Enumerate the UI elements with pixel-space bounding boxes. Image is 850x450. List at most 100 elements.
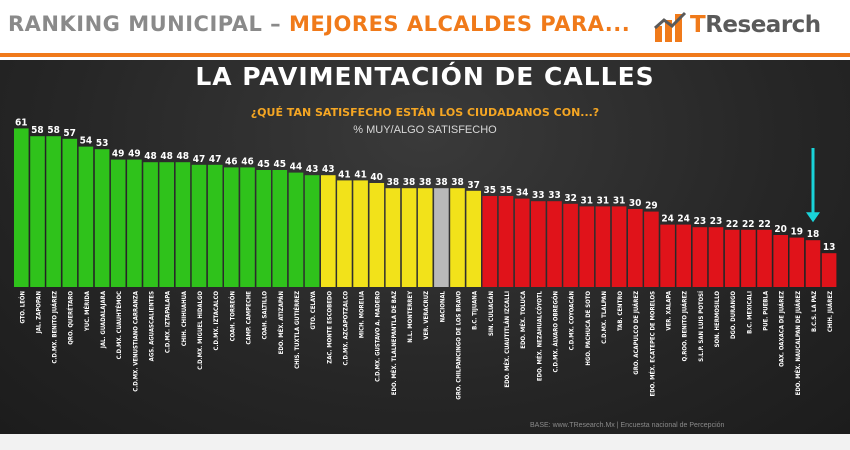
bar-value-label-36: 31 bbox=[597, 195, 610, 206]
bar-value-label-31: 34 bbox=[516, 188, 529, 199]
bar-value-label-37: 31 bbox=[613, 195, 626, 206]
category-label-34: C.D.MX. COYOACÁN bbox=[569, 291, 576, 351]
category-label-49: B.C.S. LA PAZ bbox=[811, 291, 818, 332]
logo-text-t: T bbox=[690, 12, 706, 38]
bar-value-label-33: 33 bbox=[548, 190, 561, 201]
category-label-15: COAH. SALTILLO bbox=[262, 291, 269, 340]
footer-note: BASE: www.TResearch.Mx | Encuesta nacion… bbox=[530, 422, 725, 429]
category-label-36: C.D.MX. TLALPAN bbox=[601, 291, 608, 344]
category-label-37: TAB. CENTRO bbox=[617, 291, 624, 331]
category-label-6: C.D.MX. CUAUHTÉMOC bbox=[115, 291, 123, 359]
bar-14 bbox=[240, 167, 255, 287]
category-label-20: C.D.MX. AZCAPOTZALCO bbox=[342, 291, 349, 366]
bar-value-label-30: 35 bbox=[500, 185, 513, 196]
bar-value-label-11: 47 bbox=[193, 154, 206, 165]
bar-value-label-47: 20 bbox=[774, 224, 787, 235]
bar-32 bbox=[531, 201, 546, 287]
bar-22 bbox=[369, 183, 385, 287]
bar-30 bbox=[498, 196, 514, 287]
bar-value-label-32: 33 bbox=[532, 190, 545, 201]
bar-9 bbox=[159, 162, 174, 287]
bar-value-label-48: 19 bbox=[791, 227, 804, 238]
category-label-41: Q.ROO. BENITO JUÁREZ bbox=[682, 291, 689, 361]
bar-10 bbox=[175, 162, 191, 287]
bar-6 bbox=[110, 159, 126, 287]
bar-value-label-0: 61 bbox=[15, 117, 28, 128]
bar-value-label-17: 44 bbox=[290, 162, 303, 173]
category-label-21: MICH. MORELIA bbox=[359, 290, 366, 338]
bar-1 bbox=[30, 136, 45, 287]
category-label-32: EDO. MÉX. NEZAHUALCÓYOTL bbox=[535, 290, 543, 381]
header-divider bbox=[0, 53, 850, 57]
category-label-14: CAMP. CAMPECHE bbox=[246, 291, 253, 345]
bar-value-label-49: 18 bbox=[807, 229, 820, 240]
logo-text-research: Research bbox=[705, 12, 821, 38]
chart-title: LA PAVIMENTACIÓN DE CALLES bbox=[195, 62, 655, 91]
bar-value-label-34: 32 bbox=[564, 193, 577, 204]
bar-value-label-10: 48 bbox=[177, 151, 190, 162]
category-label-24: N.L. MONTERREY bbox=[407, 291, 414, 343]
bar-50 bbox=[821, 253, 837, 287]
category-label-23: EDO. MÉX. TLALNEPANTLA DE BAZ bbox=[390, 291, 398, 395]
bar-26 bbox=[434, 188, 449, 287]
category-label-5: JAL. GUADALAJARA bbox=[100, 290, 107, 349]
category-label-16: EDO. MÉX. ATIZAPÁN bbox=[277, 291, 285, 355]
bar-value-label-8: 48 bbox=[144, 151, 157, 162]
bar-37 bbox=[611, 206, 627, 287]
bar-2 bbox=[46, 136, 61, 287]
bar-value-label-46: 22 bbox=[758, 219, 771, 230]
category-label-33: C.D.MX. ÁLVARO OBREGÓN bbox=[553, 291, 560, 373]
bar-value-label-5: 53 bbox=[96, 138, 109, 149]
bar-value-label-44: 22 bbox=[726, 219, 739, 230]
bar-value-label-19: 43 bbox=[322, 164, 335, 175]
bar-19 bbox=[321, 175, 336, 287]
bar-40 bbox=[660, 224, 675, 287]
bar-39 bbox=[644, 211, 659, 287]
bar-value-label-23: 38 bbox=[387, 177, 400, 188]
bar-value-label-1: 58 bbox=[31, 125, 44, 136]
bar-15 bbox=[256, 170, 271, 287]
category-label-10: CHIH. CHIHUAHUA bbox=[181, 290, 188, 346]
tresearch-logo: TResearch bbox=[652, 8, 847, 46]
bar-21 bbox=[353, 180, 368, 287]
category-label-11: C.D.MX. MIGUEL HIDALGO bbox=[197, 291, 204, 370]
bar-value-label-40: 24 bbox=[661, 214, 674, 225]
bar-value-label-42: 23 bbox=[694, 216, 707, 227]
bar-24 bbox=[401, 188, 417, 287]
bar-28 bbox=[466, 190, 481, 287]
bar-value-label-38: 30 bbox=[629, 198, 642, 209]
bar-value-label-50: 13 bbox=[823, 242, 836, 253]
bar-12 bbox=[207, 164, 223, 287]
bar-value-label-22: 40 bbox=[370, 172, 383, 183]
bar-value-label-29: 35 bbox=[484, 185, 497, 196]
category-label-2: C.D.MX. BENITO JUÁREZ bbox=[52, 291, 59, 364]
bar-value-label-18: 43 bbox=[306, 164, 319, 175]
category-label-26: NACIONAL bbox=[439, 290, 446, 322]
bar-18 bbox=[304, 175, 320, 287]
category-label-19: ZAC. MONTE ESCOBEDO bbox=[326, 291, 333, 364]
bar-42 bbox=[692, 227, 708, 287]
bar-44 bbox=[724, 229, 740, 287]
category-label-22: C.D.MX. GUSTAVO A. MADERO bbox=[375, 291, 382, 382]
bar-29 bbox=[482, 196, 498, 287]
chart-subtitle: ¿QUÉ TAN SATISFECHO ESTÁN LOS CIUDADANOS… bbox=[250, 106, 600, 119]
bar-43 bbox=[708, 227, 724, 287]
bar-23 bbox=[385, 188, 401, 287]
logo-text: TResearch bbox=[690, 12, 821, 38]
bar-value-label-26: 38 bbox=[435, 177, 448, 188]
bar-11 bbox=[191, 164, 207, 287]
bar-value-label-16: 45 bbox=[274, 159, 287, 170]
bar-value-label-13: 46 bbox=[225, 156, 238, 167]
category-label-50: CHIH. JUÁREZ bbox=[827, 291, 834, 332]
logo-chart-icon bbox=[654, 11, 687, 42]
bar-value-label-14: 46 bbox=[241, 156, 254, 167]
bar-25 bbox=[417, 188, 433, 287]
bar-33 bbox=[547, 201, 562, 287]
bar-8 bbox=[143, 162, 158, 287]
category-label-42: S.L.P. SAN LUIS POTOSÍ bbox=[697, 291, 705, 362]
category-label-46: PUE. PUEBLA bbox=[763, 290, 770, 331]
bar-3 bbox=[62, 138, 78, 287]
bar-17 bbox=[288, 172, 304, 287]
category-label-29: SIN. CULIACÁN bbox=[488, 291, 495, 336]
category-label-30: EDO. MÉX. CUAUTITLÁN IZCALLI bbox=[503, 291, 511, 388]
